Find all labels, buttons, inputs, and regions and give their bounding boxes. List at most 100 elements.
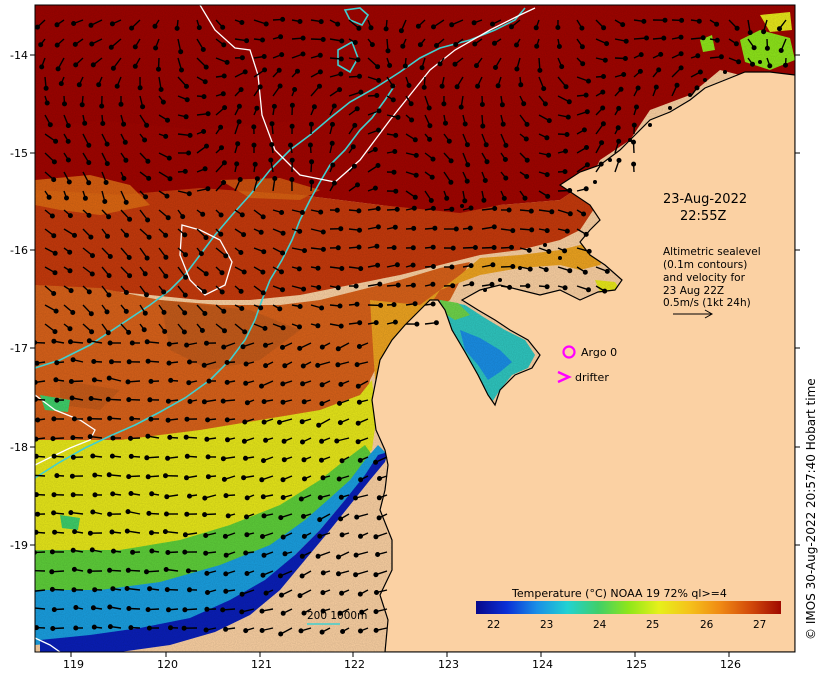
velocity-arrow-head — [269, 121, 275, 127]
velocity-arrow-head — [319, 457, 325, 463]
velocity-arrow-head — [411, 205, 417, 211]
velocity-arrow-head — [262, 325, 268, 331]
velocity-arrow-head — [142, 310, 148, 316]
svg-text:124: 124 — [532, 658, 553, 671]
svg-text:-19: -19 — [10, 539, 28, 552]
velocity-arrow-head — [238, 87, 244, 93]
velocity-arrow-head — [203, 64, 209, 70]
velocity-arrow-head — [357, 591, 363, 597]
velocity-arrow-head — [174, 25, 180, 31]
velocity-arrow-head — [166, 341, 172, 347]
velocity-arrow-head — [623, 38, 629, 44]
velocity-arrow-head — [484, 159, 490, 165]
velocity-arrow-head — [221, 42, 227, 48]
velocity-arrow-head — [428, 197, 434, 203]
velocity-arrow-head — [204, 436, 210, 442]
velocity-arrow-head — [183, 274, 189, 280]
velocity-arrow-head — [51, 177, 57, 183]
velocity-arrow-head — [563, 148, 569, 154]
colorbar-tick-23: 23 — [540, 619, 553, 631]
velocity-arrow-head — [203, 235, 209, 241]
velocity-arrow-head — [165, 215, 171, 221]
velocity-arrow-head — [281, 438, 287, 444]
velocity-arrow-head — [239, 55, 245, 61]
velocity-arrow-head — [51, 607, 57, 613]
svg-text:120: 120 — [157, 658, 178, 671]
velocity-arrow-head — [317, 517, 323, 523]
velocity-arrow-head — [309, 159, 315, 165]
velocity-arrow-head — [224, 437, 230, 443]
velocity-arrow-head — [110, 491, 116, 497]
velocity-arrow-head — [556, 44, 562, 50]
velocity-arrow-head — [263, 363, 269, 369]
velocity-arrow-head — [123, 290, 129, 296]
drifter-marker — [557, 370, 572, 384]
velocity-arrow-head — [221, 328, 227, 334]
velocity-arrow-head — [54, 360, 60, 366]
velocity-arrow-head — [747, 30, 753, 36]
velocity-arrow-head — [223, 253, 229, 259]
velocity-arrow-head — [243, 361, 249, 367]
velocity-arrow-head — [258, 229, 264, 235]
velocity-arrow-head — [52, 329, 58, 335]
velocity-arrow-head — [492, 205, 498, 211]
velocity-arrow-head — [38, 42, 44, 48]
velocity-arrow-head — [479, 101, 485, 107]
velocity-arrow-head — [126, 606, 132, 612]
velocity-arrow-head — [107, 340, 113, 346]
velocity-arrow-head — [338, 516, 344, 522]
velocity-arrow-head — [260, 37, 266, 43]
velocity-arrow-head — [163, 567, 169, 573]
velocity-arrow-head — [239, 306, 245, 312]
velocity-arrow-head — [489, 281, 495, 287]
velocity-arrow-head — [126, 329, 132, 335]
velocity-arrow-head — [356, 344, 362, 350]
velocity-arrow-head — [65, 157, 71, 163]
velocity-arrow-head — [429, 174, 435, 180]
velocity-arrow-head — [491, 244, 497, 250]
velocity-arrow-head — [238, 249, 244, 255]
svg-text:-16: -16 — [10, 244, 28, 257]
velocity-arrow-head — [110, 435, 116, 441]
velocity-arrow-head — [141, 327, 147, 333]
velocity-arrow-head — [544, 228, 550, 234]
velocity-arrow-head — [184, 416, 190, 422]
velocity-arrow-head — [186, 587, 192, 593]
velocity-arrow-head — [220, 607, 226, 613]
velocity-arrow-head — [319, 401, 325, 407]
credit-label: © IMOS 30-Aug-2022 20:57:40 Hobart time — [804, 378, 818, 640]
velocity-arrow-head — [631, 139, 637, 145]
velocity-arrow-head — [235, 141, 241, 147]
velocity-arrow-head — [261, 513, 267, 519]
velocity-arrow-head — [52, 529, 58, 535]
velocity-arrow-head — [184, 97, 190, 103]
velocity-arrow-head — [385, 48, 391, 54]
velocity-arrow-head — [391, 245, 397, 251]
velocity-arrow-head — [331, 103, 337, 109]
velocity-arrow-head — [201, 128, 207, 134]
svg-text:(0.1m contours): (0.1m contours) — [663, 259, 747, 271]
velocity-arrow-head — [166, 360, 172, 366]
velocity-arrow-head — [374, 243, 380, 249]
velocity-arrow-head — [244, 532, 250, 538]
velocity-arrow-head — [319, 305, 325, 311]
velocity-arrow-head — [616, 105, 622, 111]
velocity-arrow-head — [449, 264, 455, 270]
velocity-arrow-head — [297, 19, 303, 25]
velocity-arrow-head — [144, 455, 150, 461]
velocity-arrow-head — [220, 456, 226, 462]
velocity-arrow-head — [411, 225, 417, 231]
velocity-arrow-head — [336, 554, 342, 560]
velocity-arrow-head — [51, 291, 57, 297]
velocity-arrow-head — [186, 191, 192, 197]
velocity-arrow-head — [155, 66, 161, 72]
velocity-arrow-head — [393, 188, 399, 194]
velocity-arrow-head — [375, 206, 381, 212]
velocity-arrow-head — [761, 29, 767, 35]
velocity-arrow-head — [523, 136, 529, 142]
velocity-arrow-head — [164, 193, 170, 199]
velocity-arrow-head — [35, 24, 41, 30]
velocity-arrow-head — [199, 328, 205, 334]
velocity-arrow-head — [67, 268, 73, 274]
velocity-arrow-head — [377, 476, 383, 482]
